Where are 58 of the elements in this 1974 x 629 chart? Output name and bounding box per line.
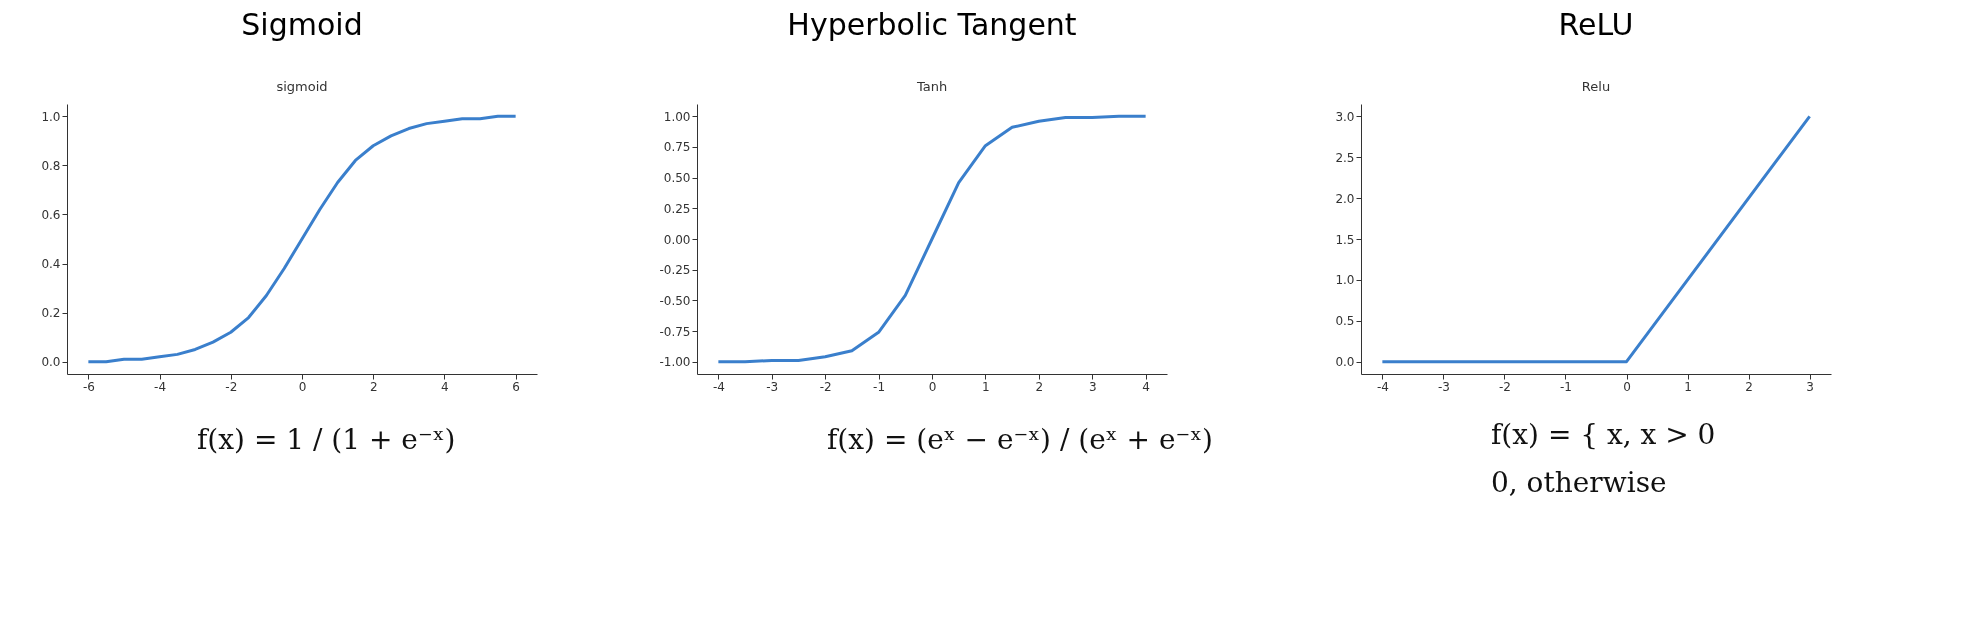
x-tick-label: -4 xyxy=(154,379,167,394)
y-tick-label: 0.00 xyxy=(663,232,691,247)
x-tick-label: 6 xyxy=(512,379,520,394)
text: f(x) = { x, x > 0 xyxy=(1491,418,1716,451)
x-tick-label: 2 xyxy=(1745,379,1753,394)
y-tick-label: 2.5 xyxy=(1335,150,1355,165)
x-tick-label: 3 xyxy=(1806,379,1814,394)
y-tick-label: 0.0 xyxy=(1335,355,1355,370)
y-tick-label: -0.25 xyxy=(659,263,691,278)
y-tick-label: 0.5 xyxy=(1335,314,1355,329)
x-tick-label: 2 xyxy=(1035,379,1044,394)
y-tick-label: 0.75 xyxy=(663,140,691,155)
x-tick-label: -3 xyxy=(766,379,779,394)
y-tick-label: -0.75 xyxy=(659,324,691,339)
x-tick-label: 0 xyxy=(928,379,937,394)
chart-subtitle: Relu xyxy=(1581,79,1611,94)
x-tick-label: -1 xyxy=(873,379,886,394)
chart-title: ReLU xyxy=(1558,7,1634,42)
x-tick-label: 4 xyxy=(1142,379,1150,394)
y-tick-label: 0.6 xyxy=(41,207,61,222)
x-tick-label: -6 xyxy=(82,379,95,394)
x-tick-label: -1 xyxy=(1560,379,1572,394)
y-tick-label: 1.0 xyxy=(41,109,61,124)
x-tick-label: 2 xyxy=(369,379,378,394)
y-tick-label: 0.25 xyxy=(663,201,691,216)
x-tick-label: 1 xyxy=(982,379,990,394)
y-tick-label: -1.00 xyxy=(659,355,691,370)
x-tick-label: -4 xyxy=(712,379,725,394)
y-tick-label: 0.2 xyxy=(41,306,61,321)
y-tick-label: 0.0 xyxy=(41,355,61,370)
text: f(x) = 1 / (1 + e⁻ˣ) xyxy=(197,423,456,456)
line-series xyxy=(716,114,1148,364)
x-tick-label: -2 xyxy=(225,379,238,394)
y-tick-label: 1.5 xyxy=(1335,232,1355,247)
x-tick-label: 3 xyxy=(1088,379,1097,394)
x-tick-label: -4 xyxy=(1376,379,1389,394)
chart-subtitle: Tanh xyxy=(915,79,948,94)
chart-title: Hyperbolic Tangent xyxy=(787,7,1077,42)
y-tick-label: 1.00 xyxy=(663,109,691,124)
y-tick-label: 3.0 xyxy=(1335,109,1355,124)
y-tick-label: 2.0 xyxy=(1335,191,1355,206)
x-tick-label: 4 xyxy=(441,379,449,394)
x-tick-label: 0 xyxy=(298,379,307,394)
chart-title: Sigmoid xyxy=(241,7,363,42)
chart-subtitle: sigmoid xyxy=(276,79,328,94)
line-series xyxy=(86,114,518,364)
y-tick-label: -0.50 xyxy=(659,293,691,308)
x-tick-label: -2 xyxy=(1498,379,1511,394)
x-tick-label: -2 xyxy=(819,379,832,394)
x-tick-label: 1 xyxy=(1684,379,1692,394)
text: f(x) = (eˣ − e⁻ˣ) / (eˣ + e⁻ˣ) xyxy=(827,423,1214,456)
x-tick-label: -3 xyxy=(1437,379,1450,394)
y-tick-label: 0.50 xyxy=(663,171,691,186)
x-tick-label: 0 xyxy=(1623,379,1631,394)
y-tick-label: 0.4 xyxy=(41,257,61,272)
text: 0, otherwise xyxy=(1491,466,1667,499)
y-tick-label: 0.8 xyxy=(41,158,61,173)
y-tick-label: 1.0 xyxy=(1335,273,1355,288)
